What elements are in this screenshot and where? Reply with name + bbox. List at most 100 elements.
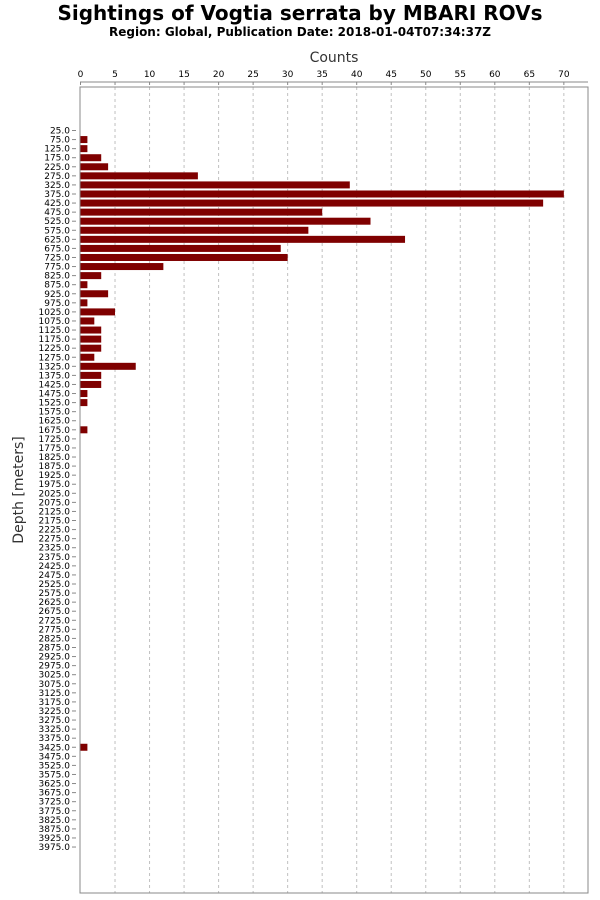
x-tick-label: 25 <box>247 70 258 80</box>
y-tick-label: 3325.0 <box>39 725 71 735</box>
y-tick-label: 3075.0 <box>39 680 71 690</box>
y-tick-label: 2325.0 <box>39 544 71 554</box>
y-tick-label: 125.0 <box>44 145 70 155</box>
bar <box>80 235 406 243</box>
y-tick-label: 3125.0 <box>39 689 71 699</box>
x-tick-label: 60 <box>489 70 501 80</box>
bar <box>80 263 164 271</box>
y-tick-label: 3525.0 <box>39 761 71 771</box>
y-tick-label: 1525.0 <box>39 399 71 409</box>
y-tick-label: 1025.0 <box>39 308 71 318</box>
y-tick-label: 3275.0 <box>39 716 71 726</box>
bar <box>80 163 109 171</box>
y-tick-label: 3875.0 <box>39 825 71 835</box>
x-tick-label: 40 <box>351 70 363 80</box>
y-tick-label: 3975.0 <box>39 843 71 853</box>
x-tick-label: 55 <box>455 70 466 80</box>
y-tick-label: 2625.0 <box>39 598 71 608</box>
y-tick-label: 925.0 <box>44 290 70 300</box>
y-tick-label: 2925.0 <box>39 653 71 663</box>
chart-title: Sightings of Vogtia serrata by MBARI ROV… <box>57 1 543 25</box>
y-tick-label: 1175.0 <box>39 335 71 345</box>
y-tick-label: 1475.0 <box>39 390 71 400</box>
y-tick-label: 2975.0 <box>39 662 71 672</box>
y-tick-label: 525.0 <box>44 217 70 227</box>
y-tick-label: 1275.0 <box>39 353 71 363</box>
y-tick-label: 225.0 <box>44 163 70 173</box>
y-tick-label: 1325.0 <box>39 362 71 372</box>
x-tick-label: 45 <box>385 70 396 80</box>
bar <box>80 226 309 234</box>
y-tick-label: 375.0 <box>44 190 70 200</box>
y-tick-label: 2525.0 <box>39 580 71 590</box>
bar <box>80 335 102 343</box>
x-axis-ticks: 0 5 10 15 20 25 30 35 40 45 50 55 60 65 70 <box>78 70 570 85</box>
bar <box>80 299 88 307</box>
y-tick-label: 1925.0 <box>39 471 71 481</box>
bar <box>80 145 88 153</box>
bar <box>80 244 281 252</box>
y-tick-label: 2425.0 <box>39 562 71 572</box>
y-axis-label: Depth [meters] <box>11 436 27 543</box>
bar <box>80 272 102 280</box>
x-axis-label: Counts <box>310 50 359 66</box>
bar <box>80 190 564 198</box>
x-tick-label: 65 <box>524 70 535 80</box>
x-tick-label: 5 <box>112 70 118 80</box>
y-tick-label: 2475.0 <box>39 571 71 581</box>
x-tick-label: 35 <box>316 70 327 80</box>
y-tick-label: 2575.0 <box>39 589 71 599</box>
y-tick-label: 3025.0 <box>39 671 71 681</box>
bar <box>80 208 323 216</box>
y-tick-label: 1725.0 <box>39 435 71 445</box>
y-tick-label: 3425.0 <box>39 743 71 753</box>
chart-subtitle: Region: Global, Publication Date: 2018-0… <box>108 25 492 39</box>
y-tick-label: 2125.0 <box>39 507 71 517</box>
y-tick-label: 2175.0 <box>39 517 71 527</box>
y-tick-label: 1375.0 <box>39 371 71 381</box>
y-tick-label: 625.0 <box>44 235 70 245</box>
y-tick-label: 3925.0 <box>39 834 71 844</box>
x-tick-label: 70 <box>558 70 570 80</box>
y-tick-label: 1675.0 <box>39 426 71 436</box>
y-tick-label: 3475.0 <box>39 752 71 762</box>
y-tick-label: 1125.0 <box>39 326 71 336</box>
y-tick-label: 425.0 <box>44 199 70 209</box>
y-tick-label: 1975.0 <box>39 480 71 490</box>
y-tick-label: 1775.0 <box>39 444 71 454</box>
x-tick-label: 0 <box>78 70 84 80</box>
y-tick-label: 3575.0 <box>39 770 71 780</box>
y-tick-label: 1875.0 <box>39 462 71 472</box>
y-axis-ticks: 25.075.0125.0175.0225.0275.0325.0375.042… <box>39 127 76 853</box>
y-tick-label: 875.0 <box>44 281 70 291</box>
y-tick-label: 825.0 <box>44 272 70 282</box>
y-tick-label: 3375.0 <box>39 734 71 744</box>
y-tick-label: 325.0 <box>44 181 70 191</box>
y-tick-label: 1825.0 <box>39 453 71 463</box>
bar <box>80 172 198 180</box>
y-tick-label: 3225.0 <box>39 707 71 717</box>
bar <box>80 217 371 225</box>
y-tick-label: 475.0 <box>44 208 70 218</box>
bar <box>80 290 109 298</box>
y-tick-label: 2225.0 <box>39 526 71 536</box>
y-tick-label: 25.0 <box>50 127 70 137</box>
x-tick-label: 20 <box>213 70 225 80</box>
y-tick-label: 2775.0 <box>39 625 71 635</box>
y-tick-label: 2725.0 <box>39 616 71 626</box>
x-tick-label: 10 <box>144 70 156 80</box>
y-tick-label: 3825.0 <box>39 816 71 826</box>
bar <box>80 154 102 162</box>
y-tick-label: 275.0 <box>44 172 70 182</box>
y-tick-label: 2275.0 <box>39 535 71 545</box>
y-tick-label: 1075.0 <box>39 317 71 327</box>
y-tick-label: 1575.0 <box>39 408 71 418</box>
y-tick-label: 2025.0 <box>39 489 71 499</box>
bar <box>80 344 102 352</box>
x-tick-label: 50 <box>420 70 432 80</box>
bar <box>80 353 95 361</box>
bar <box>80 253 288 261</box>
bar <box>80 136 88 144</box>
bar <box>80 326 102 334</box>
